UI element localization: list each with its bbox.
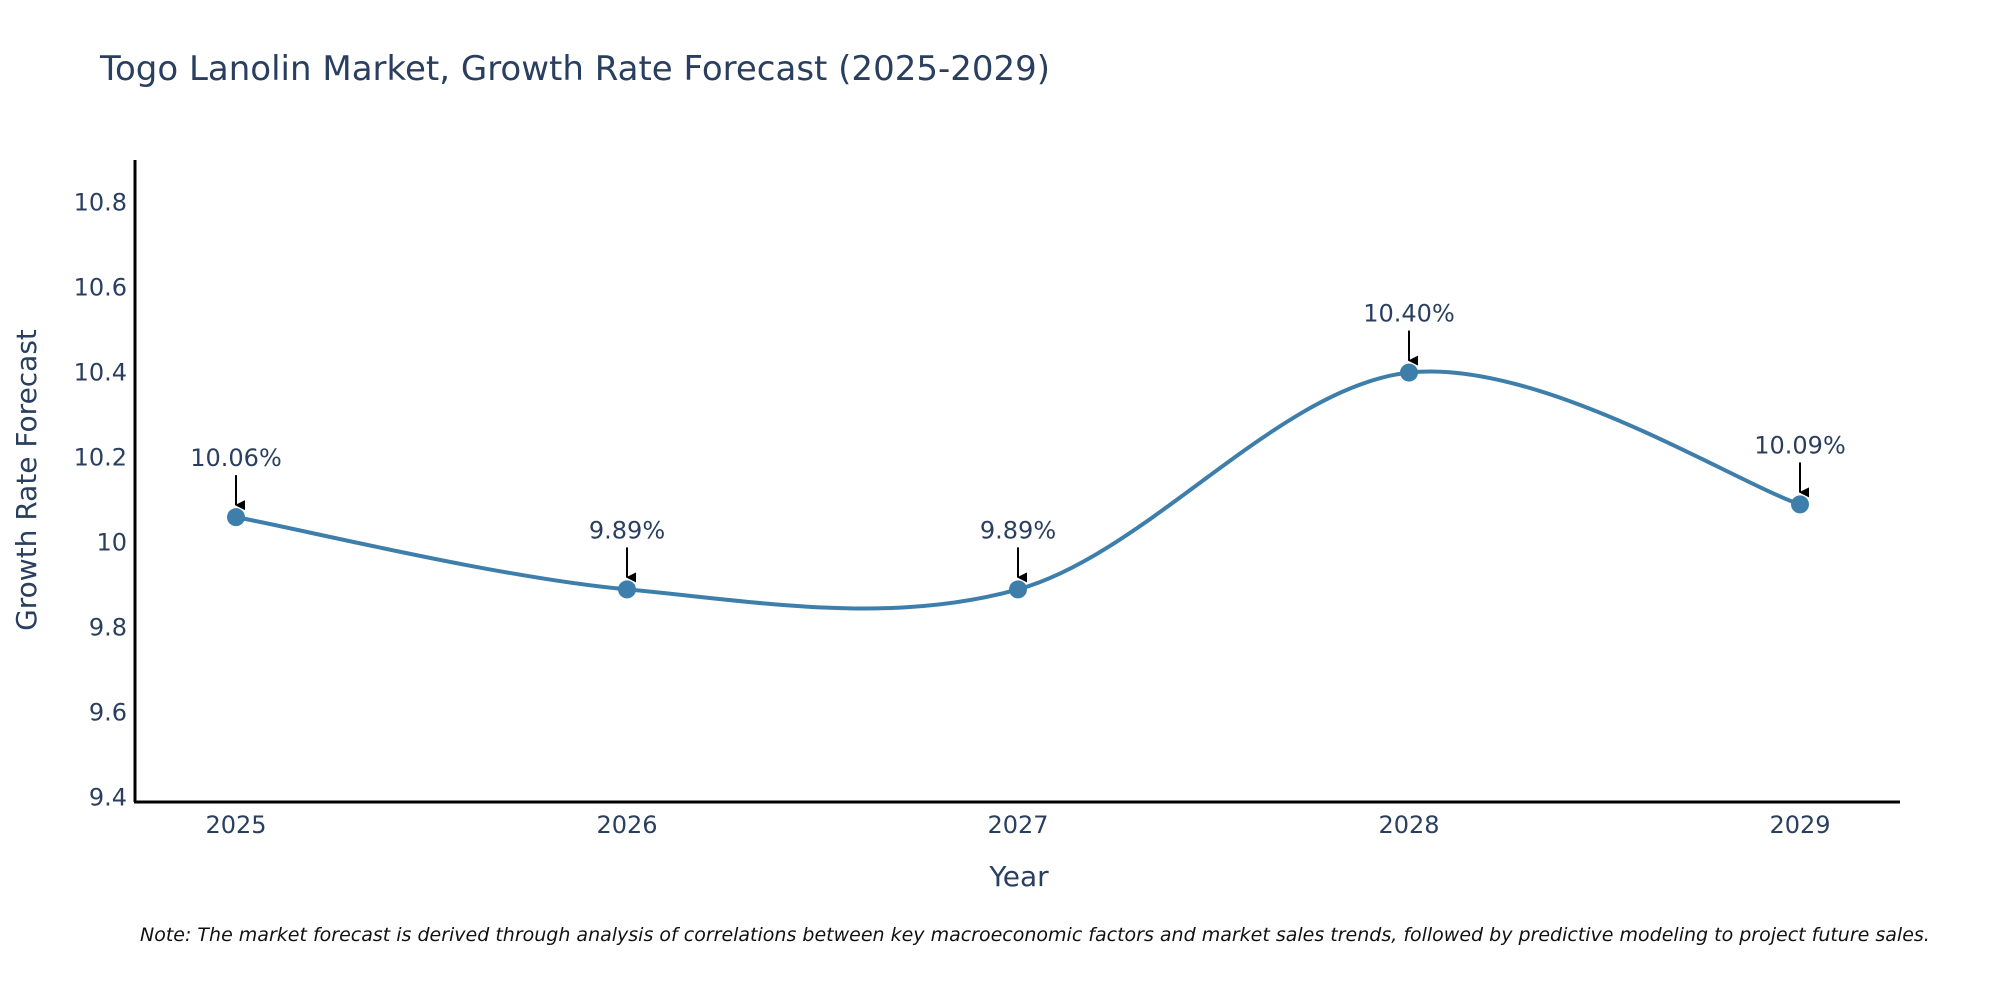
data-point[interactable]	[618, 580, 636, 599]
chart-title: Togo Lanolin Market, Growth Rate Forecas…	[99, 49, 1050, 89]
data-label: 9.89%	[980, 516, 1056, 544]
y-tick-label: 9.4	[89, 784, 127, 812]
y-tick-label: 10	[96, 529, 127, 557]
x-tick-label: 2028	[1378, 811, 1439, 839]
x-tick-label: 2027	[987, 811, 1048, 839]
y-axis-title: Growth Rate Forecast	[10, 329, 43, 631]
data-annotations: 10.06% 9.89% 9.89% 10.40% 10.09%	[190, 300, 1846, 583]
data-label: 9.89%	[589, 516, 665, 544]
x-tick-label: 2025	[205, 811, 266, 839]
series-line	[235, 369, 1801, 611]
data-label: 10.40%	[1363, 300, 1455, 328]
data-label: 10.09%	[1754, 431, 1846, 459]
x-axis-ticks: 2025 2026 2027 2028 2029	[205, 811, 1830, 839]
data-point[interactable]	[1400, 363, 1418, 382]
y-tick-label: 10.4	[74, 359, 127, 387]
y-axis-ticks: 9.4 9.6 9.8 10 10.2 10.4 10.6 10.8	[74, 189, 127, 812]
data-label: 10.06%	[190, 444, 282, 472]
y-tick-label: 10.2	[74, 444, 127, 472]
y-tick-label: 10.8	[74, 189, 127, 217]
data-point[interactable]	[1791, 495, 1809, 514]
y-tick-label: 9.6	[89, 699, 127, 727]
data-point[interactable]	[227, 508, 245, 527]
x-tick-label: 2029	[1769, 811, 1830, 839]
y-tick-label: 9.8	[89, 614, 127, 642]
y-tick-label: 10.6	[74, 274, 127, 302]
x-axis-title: Year	[988, 860, 1049, 893]
x-tick-label: 2026	[596, 811, 657, 839]
chart-note: Note: The market forecast is derived thr…	[140, 924, 1930, 946]
data-points	[227, 363, 1809, 599]
data-point[interactable]	[1009, 580, 1027, 599]
